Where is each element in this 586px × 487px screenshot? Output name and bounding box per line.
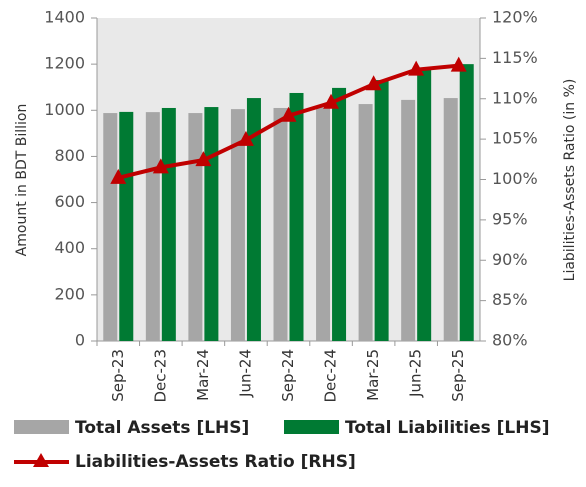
bar	[417, 69, 432, 342]
y-tick-label: 800	[54, 146, 85, 165]
x-tick-label: Sep-24	[279, 349, 297, 402]
ratio-marker	[152, 158, 169, 174]
ratio-marker	[408, 60, 425, 76]
x-tick-label: Mar-25	[364, 349, 382, 401]
bar	[316, 107, 331, 341]
x-tick-label: Mar-24	[194, 349, 212, 401]
x-tick-label: Sep-23	[109, 349, 127, 402]
bar	[332, 87, 347, 341]
bar	[289, 92, 304, 341]
legend-label: Total Liabilities [LHS]	[345, 418, 550, 438]
ratio-marker	[195, 151, 212, 167]
x-tick-label: Dec-24	[322, 349, 340, 403]
bar	[204, 107, 219, 341]
y2-tick-label: 80%	[492, 331, 528, 350]
bar	[188, 113, 203, 341]
bar	[374, 80, 389, 342]
bar	[459, 64, 474, 342]
y-tick-label: 1000	[44, 100, 85, 119]
y-tick-label: 1200	[44, 54, 85, 73]
legend-swatch	[14, 420, 69, 434]
bar	[358, 104, 373, 341]
x-tick-label: Dec-23	[151, 349, 169, 403]
y2-tick-label: 110%	[492, 88, 538, 107]
ratio-marker	[110, 168, 127, 184]
y2-tick-label: 85%	[492, 290, 528, 309]
x-tick-label: Jun-24	[236, 349, 254, 398]
bar	[401, 99, 416, 342]
y-tick-label: 0	[75, 331, 85, 350]
legend-swatch	[284, 420, 339, 434]
y-tick-label: 200	[54, 284, 85, 303]
bar	[273, 107, 288, 341]
ratio-marker	[365, 75, 382, 91]
ratio-marker	[280, 106, 297, 122]
x-tick-label: Sep-25	[449, 349, 467, 402]
legend-label: Total Assets [LHS]	[75, 418, 249, 438]
y2-tick-label: 90%	[492, 250, 528, 269]
ratio-marker	[237, 130, 254, 146]
ratio-marker	[323, 93, 340, 109]
y-tick-label: 400	[54, 238, 85, 257]
y2-axis-title: Liabilities-Assets Ratio (in %)	[562, 79, 578, 282]
ratio-marker	[450, 56, 467, 72]
y2-tick-label: 95%	[492, 209, 528, 228]
legend-label: Liabilities-Assets Ratio [RHS]	[75, 452, 356, 472]
y-tick-label: 1400	[44, 8, 85, 27]
bar	[119, 111, 134, 341]
bar	[443, 98, 458, 341]
bar	[246, 98, 261, 341]
y2-tick-label: 105%	[492, 129, 538, 148]
y2-tick-label: 100%	[492, 169, 538, 188]
y2-tick-label: 120%	[492, 8, 538, 27]
x-tick-label: Jun-25	[407, 349, 425, 398]
y-tick-label: 600	[54, 192, 85, 211]
y-axis-title: Amount in BDT Billion	[14, 104, 30, 257]
y2-tick-label: 115%	[492, 48, 538, 67]
legend-swatch	[33, 453, 49, 467]
bar	[103, 113, 118, 341]
bar	[230, 109, 245, 341]
bar	[161, 107, 176, 341]
bar	[145, 112, 160, 341]
